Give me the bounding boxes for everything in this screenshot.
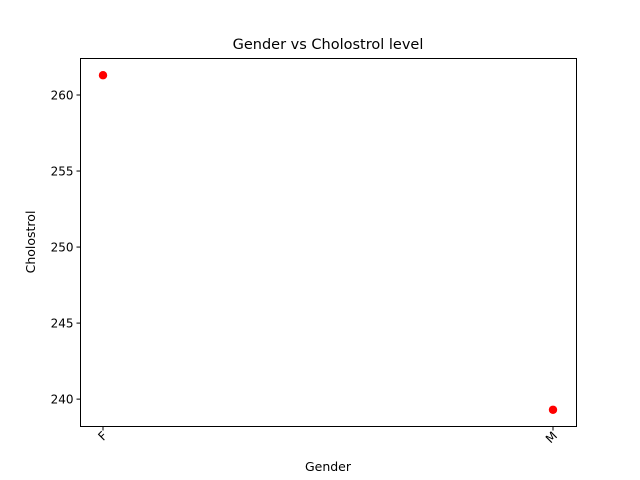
data-points <box>98 71 558 414</box>
x-tick-label: F <box>95 429 110 444</box>
y-tick-label: 255 <box>51 165 74 179</box>
y-tick-label: 240 <box>51 393 74 407</box>
y-axis-label: Cholostrol <box>23 211 38 274</box>
x-tick-label: M <box>543 429 560 446</box>
data-point <box>98 71 108 80</box>
y-tick-label: 245 <box>51 317 74 331</box>
x-axis-label: Gender <box>305 459 352 474</box>
chart-title: Gender vs Cholostrol level <box>233 37 424 53</box>
plot-area <box>80 58 577 427</box>
y-tick-label: 250 <box>51 241 74 255</box>
data-point <box>548 405 558 414</box>
y-tick-label: 260 <box>51 88 74 102</box>
y-axis: 240 245 250 255 260 <box>51 88 81 407</box>
